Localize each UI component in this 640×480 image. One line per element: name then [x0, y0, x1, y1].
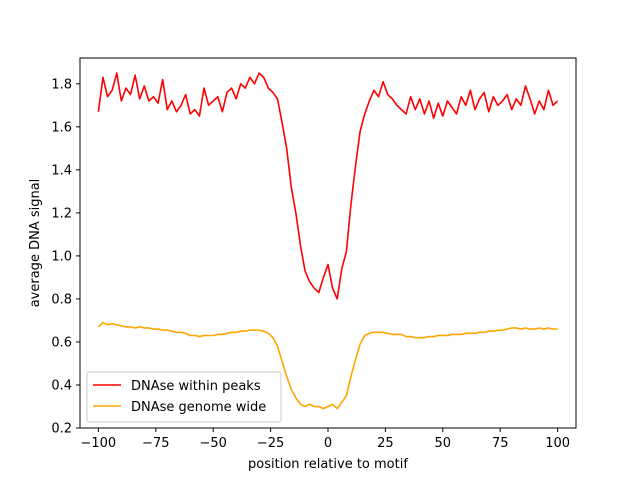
y-tick-label: 1.8 — [51, 77, 72, 92]
x-axis-label: position relative to motif — [248, 457, 408, 472]
plot-lines — [97, 72, 559, 410]
y-axis-ticks: 0.2 0.4 0.6 0.8 1.0 1.2 1.4 1.6 1.8 — [51, 77, 80, 437]
y-tick-label: 1.0 — [51, 249, 72, 264]
y-axis-label: average DNA signal — [28, 179, 43, 308]
x-tick-label: −25 — [257, 436, 284, 451]
x-axis-ticks: −100 −75 −50 −25 0 25 50 75 100 — [81, 428, 570, 451]
y-tick-label: 0.2 — [51, 422, 72, 437]
x-tick-label: 50 — [435, 436, 452, 451]
x-tick-label: 100 — [545, 436, 570, 451]
y-tick-label: 0.8 — [51, 292, 72, 307]
legend: DNAse within peaks DNAse genome wide — [86, 371, 282, 423]
x-tick-label: 0 — [324, 436, 332, 451]
series-line-1 — [97, 321, 558, 410]
y-tick-label: 1.4 — [51, 163, 72, 178]
series-line-0 — [97, 72, 559, 300]
y-tick-label: 0.4 — [51, 378, 72, 393]
x-tick-label: 75 — [492, 436, 509, 451]
x-tick-label: 25 — [377, 436, 394, 451]
y-tick-label: 0.6 — [51, 335, 72, 350]
x-tick-label: −75 — [142, 436, 169, 451]
x-tick-label: −100 — [81, 436, 117, 451]
y-tick-label: 1.2 — [51, 206, 72, 221]
legend-label-dnase-genome-wide: DNAse genome wide — [131, 400, 266, 415]
legend-label-dnase-within-peaks: DNAse within peaks — [131, 379, 261, 394]
legend-box — [86, 371, 282, 423]
y-tick-label: 1.6 — [51, 120, 72, 135]
x-tick-label: −50 — [199, 436, 226, 451]
